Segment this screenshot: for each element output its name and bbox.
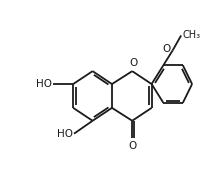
Text: O: O [128, 141, 136, 151]
Text: HO: HO [36, 79, 52, 89]
Text: CH₃: CH₃ [182, 30, 200, 40]
Text: O: O [129, 58, 137, 68]
Text: O: O [163, 44, 171, 54]
Text: HO: HO [57, 129, 73, 139]
